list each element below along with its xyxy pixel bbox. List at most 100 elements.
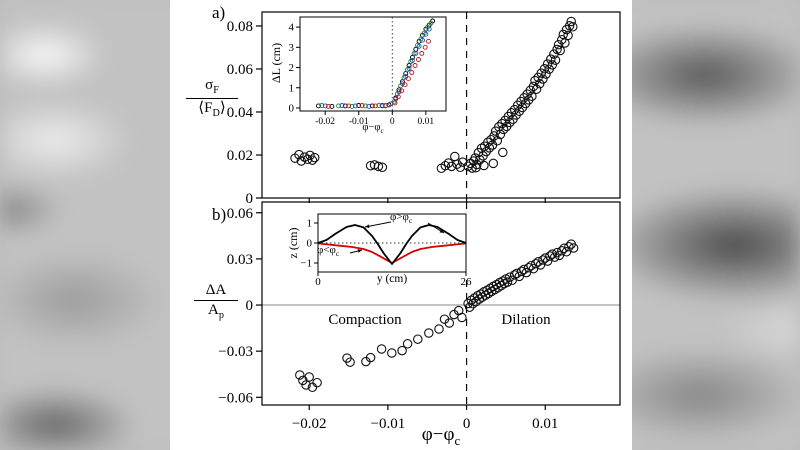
data-point [505,117,515,128]
data-point [373,103,378,109]
annotation-arrowhead [357,249,362,253]
y-tick-label: 1 [307,218,313,230]
x-tick-label: 0 [390,117,395,127]
annotation-arrowhead [365,224,370,228]
data-point [416,57,421,62]
data-point [533,257,543,267]
data-point [549,252,560,262]
data-point [399,88,405,94]
data-point [395,94,401,100]
panel-a-ylabel-denominator: ⟨FD⟩ [198,99,226,119]
inset-a-background [296,13,452,117]
data-point [388,101,394,107]
data-point [399,81,405,87]
y-tick-label: 0.06 [227,206,254,222]
data-point [406,66,412,71]
data-point [299,152,310,162]
x-tick-label: -0.01 [349,117,369,127]
panel_b-points [295,239,579,393]
inset-a-series-blue [322,26,432,109]
data-point [322,103,328,109]
data-point [424,328,434,338]
annotation-arrowhead [439,229,444,233]
annotation-arrow [364,221,392,228]
data-point [527,91,537,102]
data-point [502,277,513,287]
data-point [526,260,536,271]
panel-b-ylabel: ΔA Ap [194,282,238,322]
inset-a-series-red [326,38,431,109]
data-point [539,64,550,74]
y-tick-label: 0.06 [227,62,254,78]
data-point [402,339,413,349]
data-point [423,31,429,37]
data-point [498,147,508,158]
data-point [426,26,432,32]
data-point [422,44,428,50]
data-point [383,103,389,108]
x-axis-label: φ−φc [421,424,461,448]
data-point [557,34,567,45]
data-point [555,45,565,56]
data-point [464,302,475,312]
data-point [362,103,368,109]
data-point [519,264,529,275]
data-point [412,63,418,68]
data-point [541,69,551,79]
data-point [352,103,358,109]
y-tick-label: 3 [289,42,295,54]
data-point [540,253,551,263]
data-point [402,82,408,88]
data-point [342,103,348,109]
data-point [312,377,322,388]
data-point [413,50,419,56]
data-point [304,372,314,382]
data-point [561,247,572,257]
data-point [426,38,431,44]
x-tick-label: −0.01 [371,416,406,432]
data-point [301,380,311,390]
panel_a-plot: 0 0.02 0.04 0.06 0.08 [227,11,621,207]
y-tick-label: 2 [289,62,295,74]
data-point [413,334,423,344]
y-tick-label: 0.03 [227,252,253,268]
data-point [468,299,478,309]
data-point [376,103,382,108]
data-point [489,131,499,141]
y-tick-label: −0.06 [218,390,253,406]
data-point [349,103,355,109]
data-point [557,246,567,256]
data-point [416,43,422,49]
data-point [514,271,525,282]
profile-curve [317,224,467,265]
inset-b-xlabel: y (cm) [376,273,408,285]
data-point [498,124,509,135]
data-point [419,50,425,56]
data-point [444,318,455,328]
data-point [507,275,517,286]
y-tick-label: 4 [289,22,295,34]
data-point [329,103,335,109]
data-point [528,81,539,92]
data-point [366,103,372,109]
data-point [346,103,352,109]
data-point [472,159,482,170]
data-point [294,149,304,160]
data-point [305,150,315,161]
data-point [505,272,515,282]
data-point [534,79,545,89]
annotation-phi-greater: φ>φc [390,211,413,226]
inset-a-ylabel: ΔL (cm) [269,42,283,84]
data-point [373,161,384,172]
panel-a-tag: a) [212,3,226,22]
data-point [365,352,376,363]
data-point [409,70,415,76]
panel-b-ylabel-denominator: Ap [208,302,224,322]
data-point [406,63,412,68]
data-point [365,160,376,171]
data-point [309,152,320,163]
compaction-region-label: Compaction [328,312,402,328]
data-point [345,357,355,367]
data-point [411,50,417,56]
